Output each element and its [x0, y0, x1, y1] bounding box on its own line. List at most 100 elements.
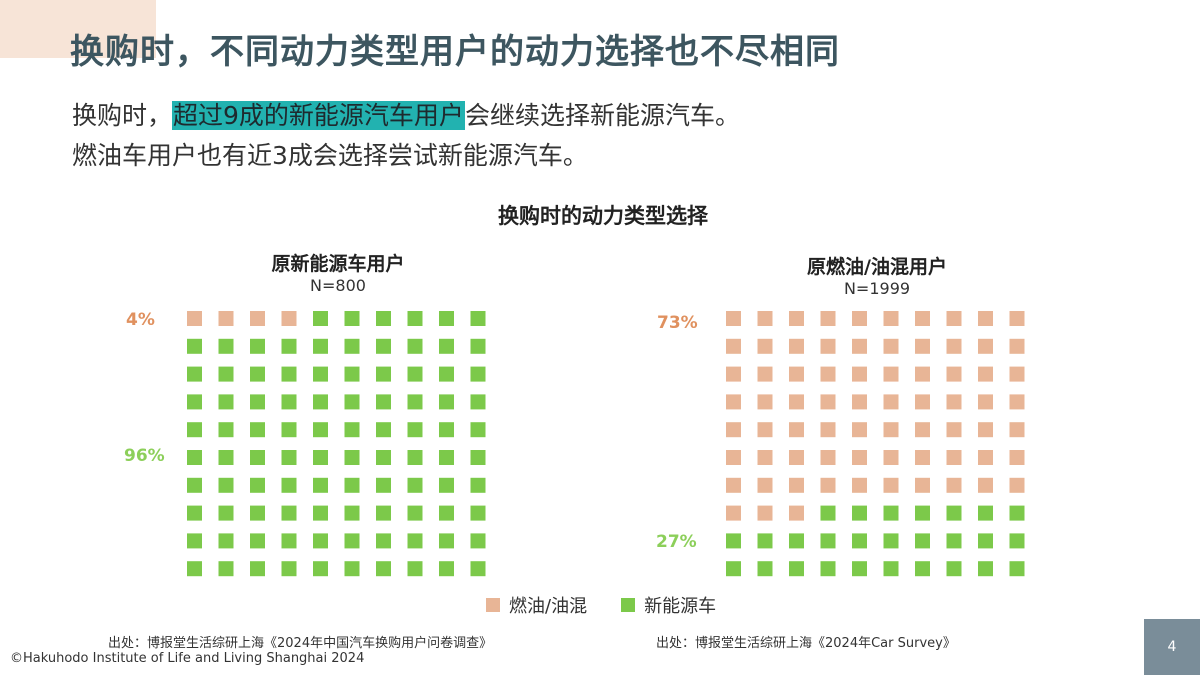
left-waffle-cell-nev — [281, 366, 297, 382]
right-waffle-cell-fuel — [883, 477, 899, 493]
left-waffle-cell-nev — [281, 422, 297, 438]
panel-right-title: 原燃油/油混用户 — [807, 256, 947, 278]
right-waffle-cell-fuel — [757, 338, 773, 354]
right-waffle-cell-fuel — [1009, 450, 1025, 465]
right-waffle-cell-fuel — [978, 366, 993, 382]
left-waffle-cell-nev — [439, 477, 454, 493]
right-waffle-cell-fuel — [820, 394, 836, 410]
legend-swatch-nev — [621, 598, 636, 612]
left-waffle-cell-nev — [376, 311, 391, 326]
left-waffle-cell-nev — [218, 422, 234, 438]
right-waffle-cell-fuel — [726, 338, 741, 354]
left-waffle-cell-nev — [218, 477, 234, 493]
right-waffle-cell-fuel — [789, 338, 804, 354]
right-waffle-cell-nev — [883, 505, 899, 521]
right-waffle-cell-nev — [757, 561, 773, 577]
left-waffle-cell-nev — [313, 505, 328, 521]
right-fuel-pct-label: 73% — [657, 313, 698, 333]
left-waffle-cell-nev — [407, 338, 423, 354]
panel-right-n: N=1999 — [843, 279, 911, 298]
copyright-text: ©Hakuhodo Institute of Life and Living S… — [10, 651, 365, 666]
right-waffle-cell-fuel — [946, 422, 962, 438]
left-waffle-cell-nev — [187, 505, 202, 521]
right-waffle-cell-nev — [978, 533, 993, 549]
right-waffle-cell-nev — [1009, 561, 1025, 577]
left-waffle-cell-fuel — [281, 311, 297, 326]
right-waffle-cell-fuel — [978, 338, 993, 354]
right-waffle-cell-fuel — [726, 311, 741, 326]
right-waffle-cell-fuel — [978, 450, 993, 465]
left-nev-pct-label: 96% — [124, 446, 165, 466]
legend-label-fuel: 燃油/油混 — [509, 596, 588, 617]
right-waffle-cell-nev — [946, 505, 962, 521]
left-waffle-cell-nev — [218, 450, 234, 465]
right-waffle-cell-fuel — [852, 338, 867, 354]
left-waffle-cell-nev — [313, 311, 328, 326]
right-waffle-cell-nev — [883, 561, 899, 577]
right-waffle-cell-nev — [726, 533, 741, 549]
right-waffle-cell-fuel — [978, 394, 993, 410]
left-waffle-cell-nev — [187, 533, 202, 549]
left-waffle-cell-nev — [250, 505, 265, 521]
right-waffle-cell-fuel — [789, 366, 804, 382]
right-waffle-cell-nev — [883, 533, 899, 549]
chart-legend: 燃油/油混 新能源车 — [486, 592, 750, 618]
legend-swatch-fuel — [486, 598, 500, 612]
lead-line-1-suffix: 会继续选择新能源汽车。 — [464, 101, 740, 130]
right-waffle-cell-fuel — [883, 311, 899, 326]
left-waffle-cell-nev — [439, 338, 454, 354]
left-waffle-cell-nev — [407, 533, 423, 549]
left-waffle-cell-nev — [344, 394, 360, 410]
left-waffle-cell-nev — [470, 450, 486, 465]
right-waffle-cell-fuel — [789, 394, 804, 410]
chart-title: 换购时的动力类型选择 — [498, 204, 708, 228]
left-waffle-cell-nev — [313, 366, 328, 382]
right-waffle-cell-fuel — [757, 422, 773, 438]
left-waffle-cell-nev — [313, 450, 328, 465]
right-waffle-cell-fuel — [852, 311, 867, 326]
right-waffle-cell-fuel — [883, 450, 899, 465]
left-waffle-cell-nev — [376, 450, 391, 465]
right-waffle-cell-fuel — [757, 477, 773, 493]
left-waffle-cell-nev — [439, 366, 454, 382]
right-waffle-cell-fuel — [726, 477, 741, 493]
left-waffle-cell-nev — [407, 561, 423, 577]
right-waffle-cell-fuel — [883, 394, 899, 410]
left-waffle-cell-nev — [407, 394, 423, 410]
legend-item-nev: 新能源车 — [621, 592, 716, 618]
right-waffle-cell-fuel — [852, 366, 867, 382]
left-waffle-cell-nev — [376, 338, 391, 354]
left-waffle-cell-nev — [376, 505, 391, 521]
right-waffle-cell-nev — [820, 505, 836, 521]
right-waffle-cell-fuel — [789, 311, 804, 326]
right-waffle-cell-fuel — [789, 477, 804, 493]
right-waffle-cell-fuel — [789, 422, 804, 438]
left-waffle-cell-nev — [470, 533, 486, 549]
slide-title: 换购时，不同动力类型用户的动力选择也不尽相同 — [70, 32, 840, 72]
left-waffle-cell-nev — [281, 338, 297, 354]
legend-item-fuel: 燃油/油混 — [486, 592, 587, 618]
right-waffle-cell-fuel — [820, 366, 836, 382]
left-waffle-cell-nev — [281, 561, 297, 577]
panel-left-title: 原新能源车用户 — [271, 253, 405, 275]
left-waffle-cell-nev — [250, 533, 265, 549]
right-waffle-cell-fuel — [978, 422, 993, 438]
right-waffle-cell-fuel — [1009, 338, 1025, 354]
left-fuel-pct-label: 4% — [126, 310, 155, 330]
left-waffle-cell-nev — [313, 338, 328, 354]
lead-highlight: 超过9成的新能源汽车用户 — [172, 101, 465, 130]
right-waffle-cell-fuel — [978, 477, 993, 493]
right-waffle-cell-fuel — [946, 450, 962, 465]
right-waffle-cell-nev — [915, 561, 930, 577]
right-waffle-cell-nev — [1009, 505, 1025, 521]
right-waffle-cell-nev — [789, 561, 804, 577]
right-waffle-cell-fuel — [1009, 477, 1025, 493]
right-waffle-cell-fuel — [946, 311, 962, 326]
right-waffle-cell-fuel — [852, 422, 867, 438]
left-waffle-cell-nev — [187, 338, 202, 354]
left-waffle-cell-nev — [470, 422, 486, 438]
left-waffle-cell-nev — [439, 422, 454, 438]
right-waffle-cell-fuel — [726, 366, 741, 382]
right-waffle-cell-fuel — [915, 450, 930, 465]
right-waffle-cell-fuel — [946, 477, 962, 493]
